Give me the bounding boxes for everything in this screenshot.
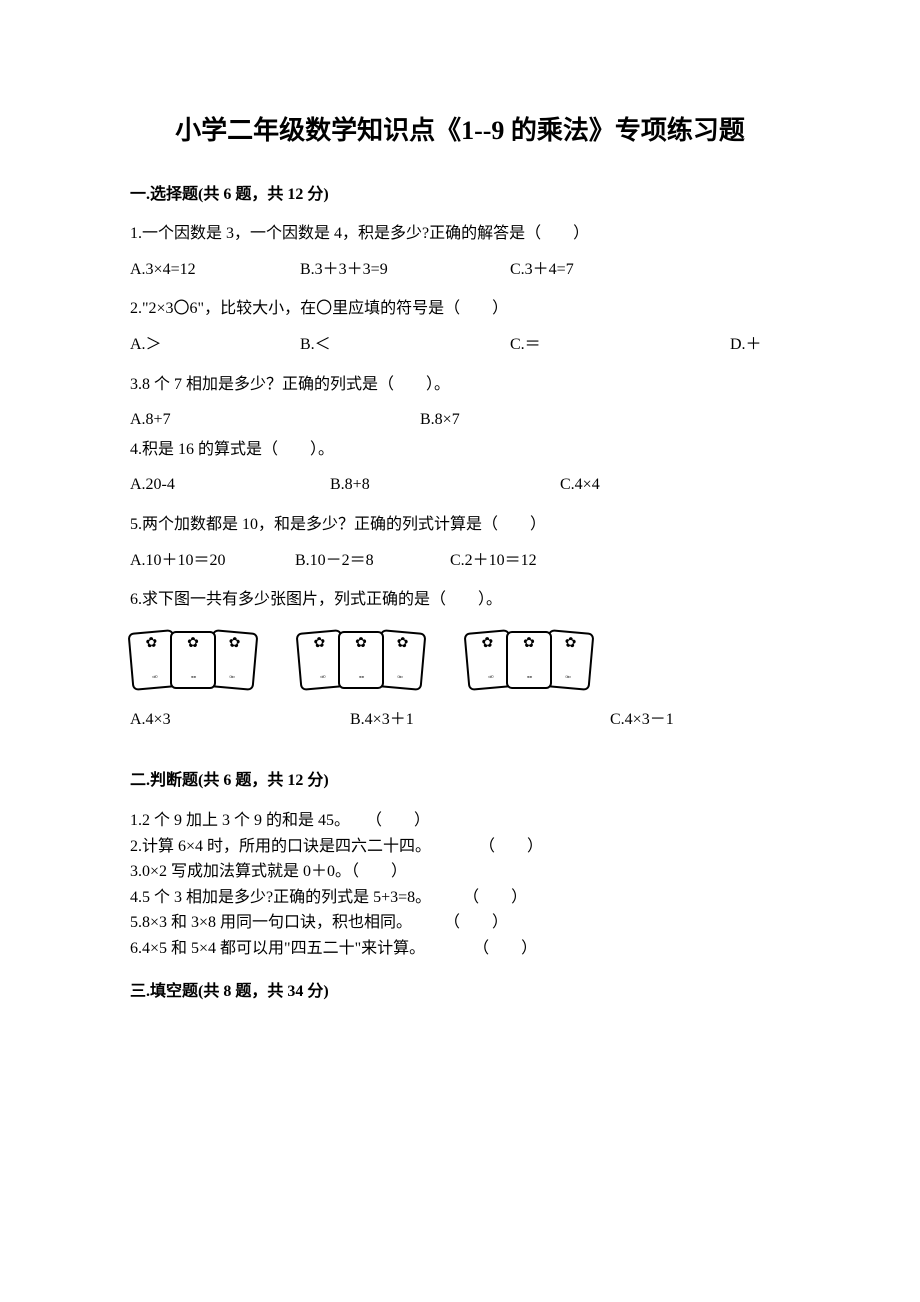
q2-opt-d: D.＋ xyxy=(730,332,762,358)
q5-opt-b: B.10－2＝8 xyxy=(295,548,450,574)
q3-text: 3.8 个 7 相加是多少？正确的列式是（ ）。 xyxy=(130,372,790,398)
q5-opt-a: A.10＋10＝20 xyxy=(130,548,295,574)
tf-item: 4.5 个 3 相加是多少?正确的列式是 5+3=8。 （ ） xyxy=(130,885,790,911)
tf-item: 6.4×5 和 5×4 都可以用"四五二十"来计算。 （ ） xyxy=(130,936,790,962)
q6-text: 6.求下图一共有多少张图片，列式正确的是（ ）。 xyxy=(130,587,790,613)
q6-opt-b: B.4×3＋1 xyxy=(350,707,610,733)
section1-head: 一.选择题(共 6 题，共 12 分) xyxy=(130,182,790,208)
q1-opt-b: B.3＋3＋3=9 xyxy=(300,257,510,283)
q1-opt-c: C.3＋4=7 xyxy=(510,257,730,283)
q4: 4.积是 16 的算式是（ ）。 A.20-4 B.8+8 C.4×4 xyxy=(130,437,790,498)
q2-opt-c: C.＝ xyxy=(510,332,730,358)
card-group-2: ✿▫▫▫ ✿▫▫▫ ✿▫▫▫ xyxy=(298,631,418,689)
section3-head: 三.填空题(共 8 题，共 34 分) xyxy=(130,979,790,1005)
q2-text: 2."2×3〇6"，比较大小，在〇里应填的符号是（ ） xyxy=(130,296,790,322)
q6-opt-a: A.4×3 xyxy=(130,707,350,733)
card: ✿▫▫▫ xyxy=(170,631,216,689)
q2-opt-b: B.＜ xyxy=(300,332,510,358)
tf-item: 5.8×3 和 3×8 用同一句口诀，积也相同。 （ ） xyxy=(130,910,790,936)
tf-item: 2.计算 6×4 时，所用的口诀是四六二十四。 （ ） xyxy=(130,834,790,860)
tf-list: 1.2 个 9 加上 3 个 9 的和是 45。 （ ） 2.计算 6×4 时，… xyxy=(130,808,790,962)
q1-opt-a: A.3×4=12 xyxy=(130,257,300,283)
cards-illustration: ✿▫▫▫ ✿▫▫▫ ✿▫▫▫ ✿▫▫▫ ✿▫▫▫ ✿▫▫▫ ✿▫▫▫ ✿▫▫▫ … xyxy=(130,631,790,689)
q4-opt-a: A.20-4 xyxy=(130,472,330,498)
q3: 3.8 个 7 相加是多少？正确的列式是（ ）。 A.8+7 B.8×7 xyxy=(130,372,790,433)
q6-opt-c: C.4×3－1 xyxy=(610,707,790,733)
q2: 2."2×3〇6"，比较大小，在〇里应填的符号是（ ） A.＞ B.＜ C.＝ … xyxy=(130,296,790,357)
card: ✿▫▫▫ xyxy=(338,631,384,689)
q4-opt-c: C.4×4 xyxy=(560,472,790,498)
card-group-1: ✿▫▫▫ ✿▫▫▫ ✿▫▫▫ xyxy=(130,631,250,689)
q3-opt-b: B.8×7 xyxy=(420,407,790,433)
q4-text: 4.积是 16 的算式是（ ）。 xyxy=(130,437,790,463)
q6: 6.求下图一共有多少张图片，列式正确的是（ ）。 ✿▫▫▫ ✿▫▫▫ ✿▫▫▫ … xyxy=(130,587,790,732)
card: ✿▫▫▫ xyxy=(506,631,552,689)
q1: 1.一个因数是 3，一个因数是 4，积是多少?正确的解答是（ ） A.3×4=1… xyxy=(130,221,790,282)
section2-head: 二.判断题(共 6 题，共 12 分) xyxy=(130,768,790,794)
q5-text: 5.两个加数都是 10，和是多少？正确的列式计算是（ ） xyxy=(130,512,790,538)
tf-item: 3.0×2 写成加法算式就是 0＋0。（ ） xyxy=(130,859,790,885)
page-title: 小学二年级数学知识点《1--9 的乘法》专项练习题 xyxy=(130,110,790,152)
q5: 5.两个加数都是 10，和是多少？正确的列式计算是（ ） A.10＋10＝20 … xyxy=(130,512,790,573)
q1-text: 1.一个因数是 3，一个因数是 4，积是多少?正确的解答是（ ） xyxy=(130,221,790,247)
q3-opt-a: A.8+7 xyxy=(130,407,420,433)
tf-item: 1.2 个 9 加上 3 个 9 的和是 45。 （ ） xyxy=(130,808,790,834)
q2-opt-a: A.＞ xyxy=(130,332,300,358)
q4-opt-b: B.8+8 xyxy=(330,472,560,498)
card-group-3: ✿▫▫▫ ✿▫▫▫ ✿▫▫▫ xyxy=(466,631,586,689)
q5-opt-c: C.2＋10＝12 xyxy=(450,548,790,574)
